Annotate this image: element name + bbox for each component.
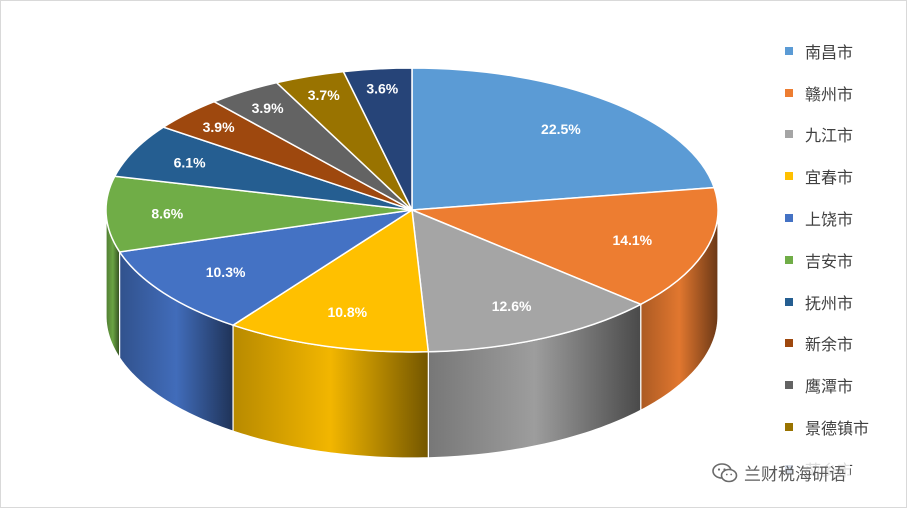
data-label-8: 3.9% (203, 119, 235, 135)
legend-item-4: 宜春市 (785, 155, 905, 197)
legend-label: 九江市 (805, 126, 854, 146)
pie-data-labels: 22.5% 14.1% 12.6% 10.8% 10.3% 8.6% 6.1% 3.9% 3.9… (151, 81, 652, 321)
data-label-2: 14.1% (612, 232, 652, 248)
legend-item-5: 上饶市 (785, 197, 905, 239)
watermark: 兰财税海研语 (708, 458, 850, 487)
data-label-3: 12.6% (492, 298, 532, 314)
legend-item-9: 鹰潭市 (785, 364, 905, 406)
legend-swatch (785, 130, 793, 139)
legend-item-7: 抚州市 (785, 281, 905, 323)
legend-item-8: 新余市 (785, 323, 905, 365)
data-label-7: 6.1% (174, 155, 206, 171)
legend-label: 吉安市 (805, 251, 854, 271)
legend-label: 新余市 (805, 335, 854, 355)
legend-item-10: 景德镇市 (785, 406, 905, 448)
legend-swatch (785, 172, 793, 181)
legend-label: 南昌市 (805, 42, 854, 62)
slice-4 (231, 208, 430, 353)
legend-swatch (785, 88, 793, 97)
legend-swatch (785, 46, 793, 55)
data-label-11: 3.6% (366, 81, 398, 97)
data-label-4: 10.8% (327, 304, 367, 320)
legend-label: 宜春市 (805, 168, 854, 188)
legend-swatch (785, 381, 793, 390)
legend-swatch (785, 255, 793, 264)
legend-item-1: 南昌市 (785, 30, 905, 72)
data-label-6: 8.6% (151, 205, 183, 221)
slice-7 (113, 126, 413, 211)
legend-label: 景德镇市 (805, 419, 870, 439)
pie-top-faces (105, 67, 719, 353)
wechat-icon (712, 462, 738, 482)
data-label-10: 3.7% (308, 87, 340, 103)
slice-6 (105, 175, 413, 253)
slice-3 (411, 208, 643, 353)
legend-label: 抚州市 (805, 293, 854, 313)
slice-11 (342, 67, 413, 211)
data-label-1: 22.5% (541, 121, 581, 137)
legend-item-6: 吉安市 (785, 239, 905, 281)
legend-item-3: 九江市 (785, 114, 905, 156)
legend-label: 赣州市 (805, 84, 854, 104)
slice-2 (411, 186, 719, 306)
legend-swatch (785, 297, 793, 306)
legend-item-2: 赣州市 (785, 72, 905, 114)
data-label-9: 3.9% (252, 100, 284, 116)
legend-label: 鹰潭市 (805, 377, 854, 397)
legend-swatch (785, 339, 793, 348)
watermark-text: 兰财税海研语 (744, 465, 846, 485)
legend-swatch (785, 423, 793, 432)
slice-5 (118, 209, 413, 327)
slice-1 (411, 67, 716, 211)
data-label-5: 10.3% (206, 264, 246, 280)
legend-label: 上饶市 (805, 210, 854, 230)
legend: 南昌市赣州市九江市宜春市上饶市吉安市抚州市新余市鹰潭市景德镇市萍乡市 (785, 30, 905, 490)
legend-swatch (785, 214, 793, 223)
